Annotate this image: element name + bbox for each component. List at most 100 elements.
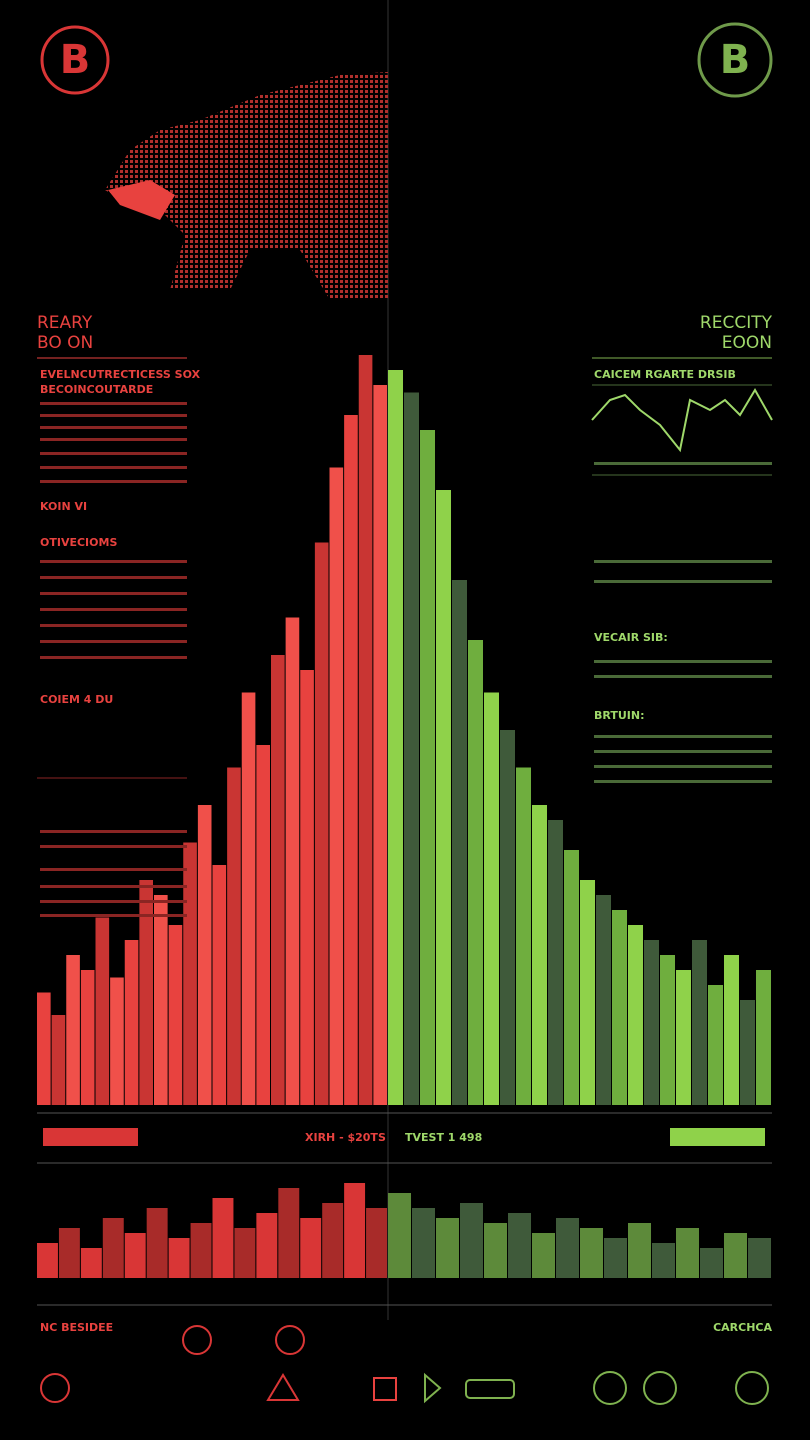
bar (388, 1193, 411, 1278)
bar (580, 1228, 603, 1278)
header-subtitle: BO ON (37, 333, 93, 353)
bar (676, 970, 691, 1105)
bar (271, 655, 285, 1105)
main-chart (37, 355, 771, 1105)
bar (300, 670, 314, 1105)
bar (628, 1223, 651, 1278)
bar (322, 1203, 344, 1278)
bar (95, 917, 110, 1105)
bar (404, 392, 419, 1105)
bar (548, 820, 563, 1105)
bar (484, 1223, 507, 1278)
bar (256, 745, 270, 1105)
header-subtitle: EOON (722, 333, 772, 353)
bar (652, 1243, 675, 1278)
bar (51, 1015, 66, 1105)
bar (37, 1243, 58, 1278)
bar (516, 767, 531, 1105)
bar (580, 880, 595, 1105)
badge (43, 1128, 138, 1146)
bar (146, 1208, 168, 1278)
bar (660, 955, 675, 1105)
bear (105, 70, 690, 300)
bar (724, 955, 739, 1105)
bar (692, 940, 707, 1105)
panel-label: OTIVECIOMS (40, 536, 117, 549)
bar (532, 805, 547, 1105)
bar (373, 385, 387, 1105)
panel-heading: EVELNCUTRECTICESS SOX (40, 368, 201, 381)
footer-text: CARCHCA (713, 1321, 772, 1334)
bar (285, 617, 300, 1105)
ticker-text: XIRH - $20TS (305, 1131, 386, 1144)
bar (344, 1183, 366, 1278)
bar (436, 1218, 459, 1278)
bar (124, 1233, 146, 1278)
bar (420, 430, 435, 1105)
sparkline (591, 388, 773, 453)
bar (227, 767, 241, 1105)
header-title: REARY (37, 313, 93, 333)
bar (708, 985, 723, 1105)
bar (508, 1213, 531, 1278)
bar (724, 1233, 747, 1278)
bar (190, 1223, 212, 1278)
bar (532, 1233, 555, 1278)
logo: B (720, 37, 751, 83)
bar (436, 490, 451, 1105)
bar (676, 1228, 699, 1278)
bar (168, 1238, 190, 1278)
bar (460, 1203, 483, 1278)
bar (66, 955, 80, 1105)
bar (344, 415, 358, 1105)
bar (300, 1218, 322, 1278)
bar (80, 970, 95, 1105)
bar (241, 692, 256, 1105)
panel-heading: BECOINCOUTARDE (40, 383, 153, 396)
bar (58, 1228, 80, 1278)
text-lines (594, 462, 772, 783)
footer-text: NC BESIDEE (40, 1321, 113, 1334)
bar (604, 1238, 627, 1278)
bar (644, 940, 659, 1105)
logo: B (60, 37, 91, 83)
bar (256, 1213, 278, 1278)
bar (154, 895, 168, 1105)
bar (700, 1248, 723, 1278)
bar (556, 1218, 579, 1278)
bar (183, 842, 197, 1105)
panel-label: COIEM 4 DU (40, 693, 113, 706)
text-lines (40, 402, 187, 917)
lower-chart (37, 1183, 771, 1278)
bar (168, 925, 183, 1105)
bar (102, 1218, 124, 1278)
bar (37, 992, 51, 1105)
bar (212, 1198, 234, 1278)
bar (612, 910, 627, 1105)
ticker-text: TVEST 1 498 (405, 1131, 482, 1144)
bar (197, 805, 212, 1105)
bar (748, 1238, 771, 1278)
logo-ring (697, 22, 773, 98)
bar (358, 355, 373, 1105)
logo-ring (40, 25, 110, 95)
panel-heading: CAICEM RGARTE DRSIB (594, 368, 736, 381)
bar (564, 850, 579, 1105)
icons (40, 1325, 769, 1405)
bar (484, 692, 499, 1105)
bar (412, 1208, 435, 1278)
bar (756, 970, 771, 1105)
bar (500, 730, 515, 1105)
bar (124, 940, 139, 1105)
bar (388, 370, 403, 1105)
panel-heading: BRTUIN: (594, 709, 645, 722)
bar (110, 977, 124, 1105)
bar (329, 467, 344, 1105)
header-title: RECCITY (700, 313, 773, 333)
bar (628, 925, 643, 1105)
bar (596, 895, 611, 1105)
bar (278, 1188, 300, 1278)
bar (366, 1208, 387, 1278)
bar (740, 1000, 755, 1105)
